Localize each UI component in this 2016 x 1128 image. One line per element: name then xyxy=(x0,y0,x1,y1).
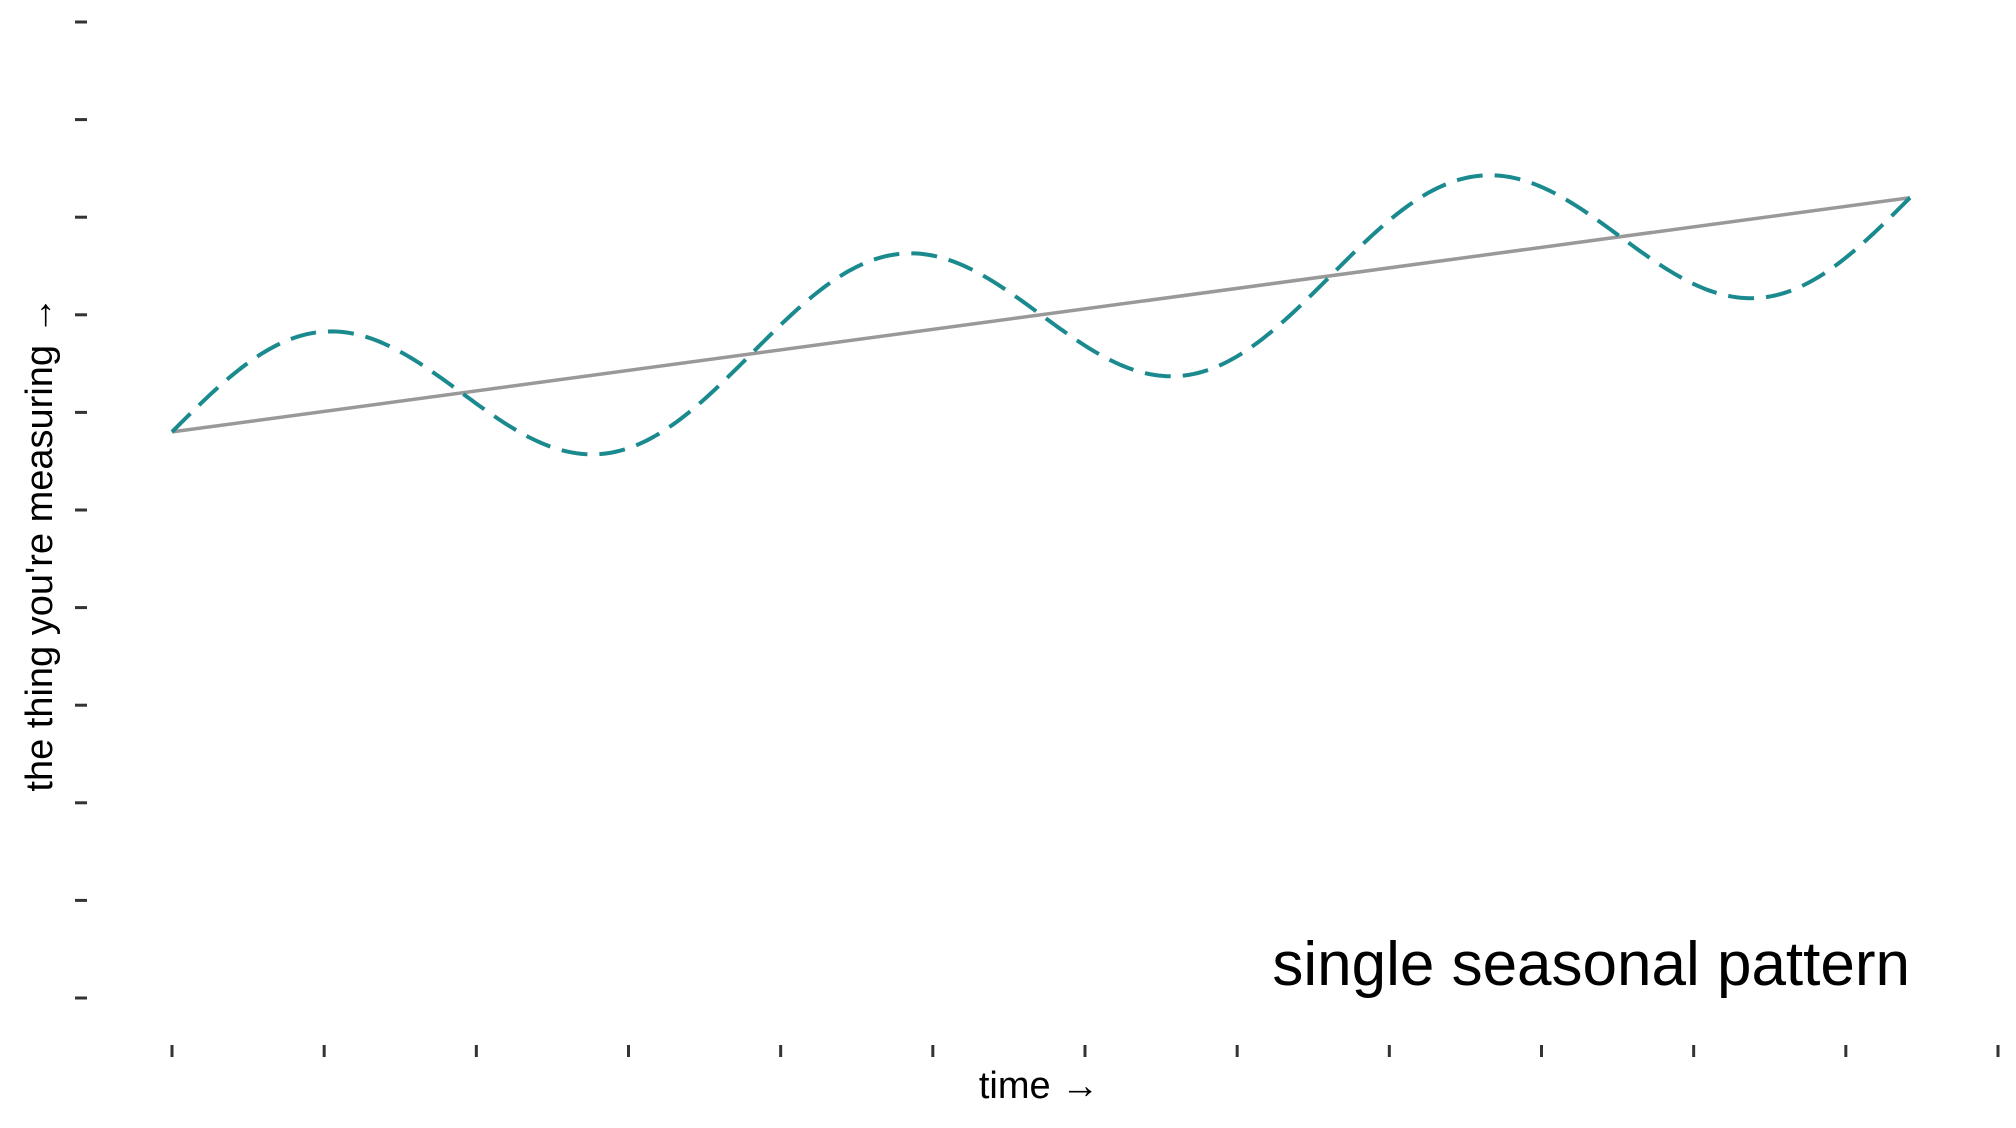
trend-line xyxy=(172,198,1910,432)
x-axis-ticks xyxy=(172,1045,1998,1057)
chart-annotation: single seasonal pattern xyxy=(1272,930,1910,999)
y-axis-ticks xyxy=(75,22,87,998)
y-axis-label: the thing you're measuring → xyxy=(19,296,61,791)
x-axis-label: time → xyxy=(979,1065,1099,1107)
series-layer xyxy=(172,175,1910,454)
